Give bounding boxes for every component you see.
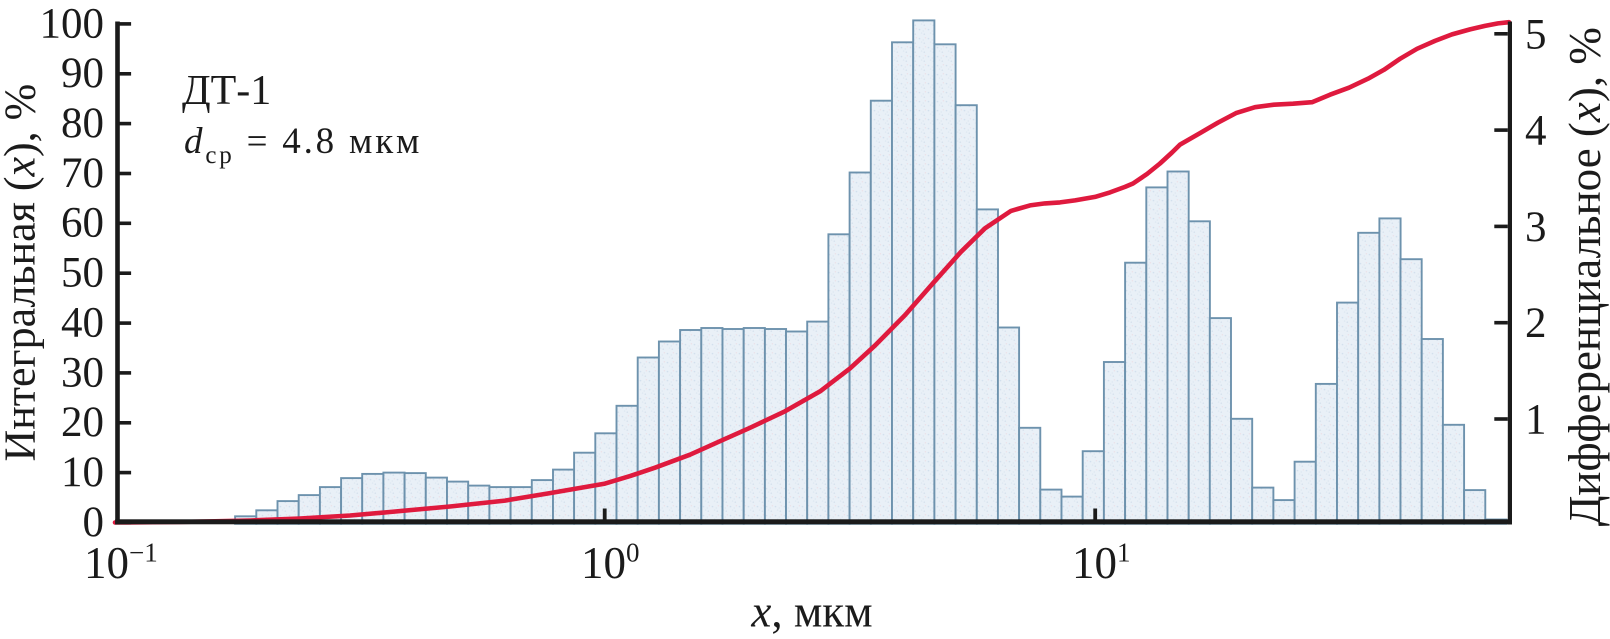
- svg-text:10: 10: [61, 449, 104, 496]
- svg-text:3: 3: [1525, 204, 1547, 251]
- svg-text:5: 5: [1525, 11, 1547, 58]
- svg-text:10−1: 10−1: [84, 538, 158, 589]
- svg-text:80: 80: [61, 100, 104, 147]
- svg-text:0: 0: [83, 499, 105, 546]
- svg-text:100: 100: [40, 0, 105, 47]
- svg-text:dср = 4.8 мкм: dср = 4.8 мкм: [184, 121, 422, 169]
- svg-text:Дифференциальное (x), %: Дифференциальное (x), %: [1560, 27, 1610, 526]
- svg-text:90: 90: [61, 50, 104, 97]
- svg-text:x, мкм: x, мкм: [750, 587, 872, 637]
- svg-text:70: 70: [61, 150, 104, 197]
- svg-text:50: 50: [61, 250, 104, 297]
- svg-text:100: 100: [581, 538, 640, 589]
- svg-text:1: 1: [1525, 397, 1547, 444]
- svg-text:60: 60: [61, 200, 104, 247]
- svg-text:20: 20: [61, 399, 104, 446]
- svg-text:101: 101: [1072, 538, 1131, 589]
- svg-text:30: 30: [61, 349, 104, 396]
- svg-text:ДТ-1: ДТ-1: [182, 68, 271, 114]
- svg-text:4: 4: [1525, 108, 1547, 155]
- svg-text:Интегральная (x), %: Интегральная (x), %: [0, 84, 45, 462]
- svg-text:40: 40: [61, 300, 104, 347]
- svg-text:2: 2: [1525, 300, 1547, 347]
